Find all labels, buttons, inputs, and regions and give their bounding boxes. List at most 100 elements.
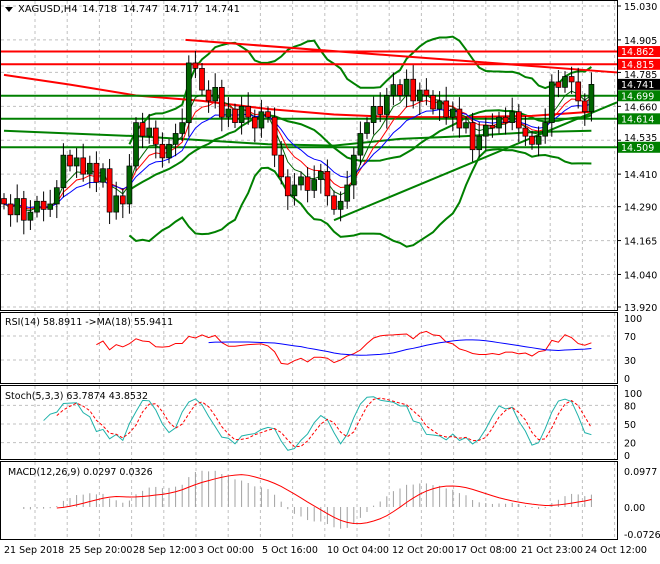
bull-candle <box>562 76 568 88</box>
price-level-tag-text: 14.614 <box>621 114 654 125</box>
bull-candle <box>482 124 489 137</box>
bear-candle <box>20 198 27 221</box>
rsi-axis-label: 30 <box>624 356 636 367</box>
bear-candle <box>1 198 7 205</box>
bear-candle <box>7 203 14 216</box>
bull-candle <box>179 122 186 134</box>
bear-candle <box>199 68 205 91</box>
dropdown-triangle-icon[interactable] <box>5 7 13 12</box>
bull-candle <box>258 111 265 129</box>
macd-axis-label: -0.0726 <box>624 530 660 541</box>
price-tick-label: 15.030 <box>624 2 657 13</box>
bull-candle <box>212 87 219 102</box>
support-trendline <box>333 101 618 222</box>
bull-candle <box>126 165 133 205</box>
time-tick-label: 5 Oct 16:00 <box>262 545 318 556</box>
bull-candle <box>436 100 443 110</box>
price-tick-label: 14.165 <box>624 237 657 248</box>
stoch-signal-line <box>56 397 592 448</box>
bull-candle <box>496 116 502 129</box>
ohlc-close: 14.741 <box>205 4 240 15</box>
stoch-axis-label: 0 <box>624 451 630 462</box>
bear-candle <box>397 84 403 96</box>
bear-candle <box>515 111 522 129</box>
time-tick-label: 21 Sep 2018 <box>4 545 64 556</box>
bull-candle <box>53 187 60 205</box>
price-level-tag <box>618 113 660 125</box>
fast-ma-red <box>3 97 592 210</box>
bear-candle <box>443 100 450 118</box>
bear-candle <box>304 176 311 191</box>
bull-candle <box>73 157 80 167</box>
bear-candle <box>278 154 285 178</box>
bear-candle <box>430 95 436 110</box>
stoch-axis-label: 80 <box>624 401 636 412</box>
bear-candle <box>324 171 331 197</box>
ohlc-high: 14.747 <box>123 4 158 15</box>
rsi-axis-label: 70 <box>624 332 636 343</box>
bear-candle <box>522 127 529 137</box>
bull-candle <box>185 62 192 123</box>
bear-candle <box>80 157 87 175</box>
bull-candle <box>166 143 172 159</box>
macd-panel[interactable]: 0.0977 0.00 -0.0726 <box>23 467 660 541</box>
bull-candle <box>364 122 370 134</box>
bull-candle <box>225 108 232 118</box>
bear-candle <box>284 176 291 197</box>
rsi-panel-border <box>0 312 618 384</box>
bull-candle <box>509 111 516 123</box>
macd-axis-label: 0.0977 <box>624 467 657 478</box>
stoch-axis-label: 50 <box>624 420 636 431</box>
price-level-tag-text: 14.815 <box>621 60 654 71</box>
macd-panel-border <box>0 461 618 540</box>
bull-candle <box>357 133 364 156</box>
rsi-line <box>96 330 592 365</box>
bear-candle <box>40 200 47 210</box>
bear-candle <box>456 108 463 129</box>
bear-candle <box>159 143 166 159</box>
bear-candle <box>152 127 159 145</box>
bear-candle <box>423 89 430 96</box>
bear-candle <box>581 100 588 113</box>
stoch-title: Stoch(5,3,3) 63.7874 43.8532 <box>5 391 148 402</box>
price-level-tag <box>618 58 660 70</box>
price-level-tag <box>618 90 660 102</box>
price-tick-label: 14.660 <box>624 102 657 113</box>
bear-candle <box>205 89 212 102</box>
bear-candle <box>93 162 100 183</box>
ohlc-low: 14.717 <box>164 4 199 15</box>
time-tick-label: 17 Oct 08:00 <box>455 545 517 556</box>
price-level-tag-text: 14.862 <box>621 47 654 58</box>
bear-candle <box>119 195 126 205</box>
rsi-panel[interactable]: 100 70 30 0 <box>1 314 642 385</box>
bear-candle <box>139 122 146 137</box>
price-level-tag <box>618 141 660 153</box>
macd-title: MACD(12,26,9) 0.0297 0.0326 <box>8 467 153 478</box>
bull-candle <box>298 176 304 186</box>
bull-candle <box>449 108 456 118</box>
price-level-tag <box>618 46 660 58</box>
price-tick-label: 14.040 <box>624 270 657 281</box>
bull-candle <box>172 133 179 145</box>
bollinger-upper-band <box>128 35 592 145</box>
bull-candle <box>588 84 595 113</box>
rsi-title: RSI(14) 58.8911 ->MA(18) 55.9411 <box>5 317 173 328</box>
bull-candle <box>542 122 549 137</box>
rsi-axis-label: 0 <box>624 374 630 385</box>
bear-candle <box>271 116 278 156</box>
time-tick-label: 24 Oct 12:00 <box>585 545 647 556</box>
bear-candle <box>568 76 575 83</box>
bull-candle <box>291 184 298 197</box>
bear-candle <box>469 122 476 151</box>
time-tick-label: 21 Oct 23:00 <box>521 545 583 556</box>
bull-candle <box>311 179 318 191</box>
stoch-main-line <box>43 396 592 451</box>
main-price-panel[interactable] <box>1 35 618 248</box>
bear-candle <box>218 87 225 118</box>
bull-candle <box>14 198 21 216</box>
bear-candle <box>489 124 496 129</box>
bull-candle <box>463 122 469 129</box>
bull-candle <box>47 203 54 210</box>
